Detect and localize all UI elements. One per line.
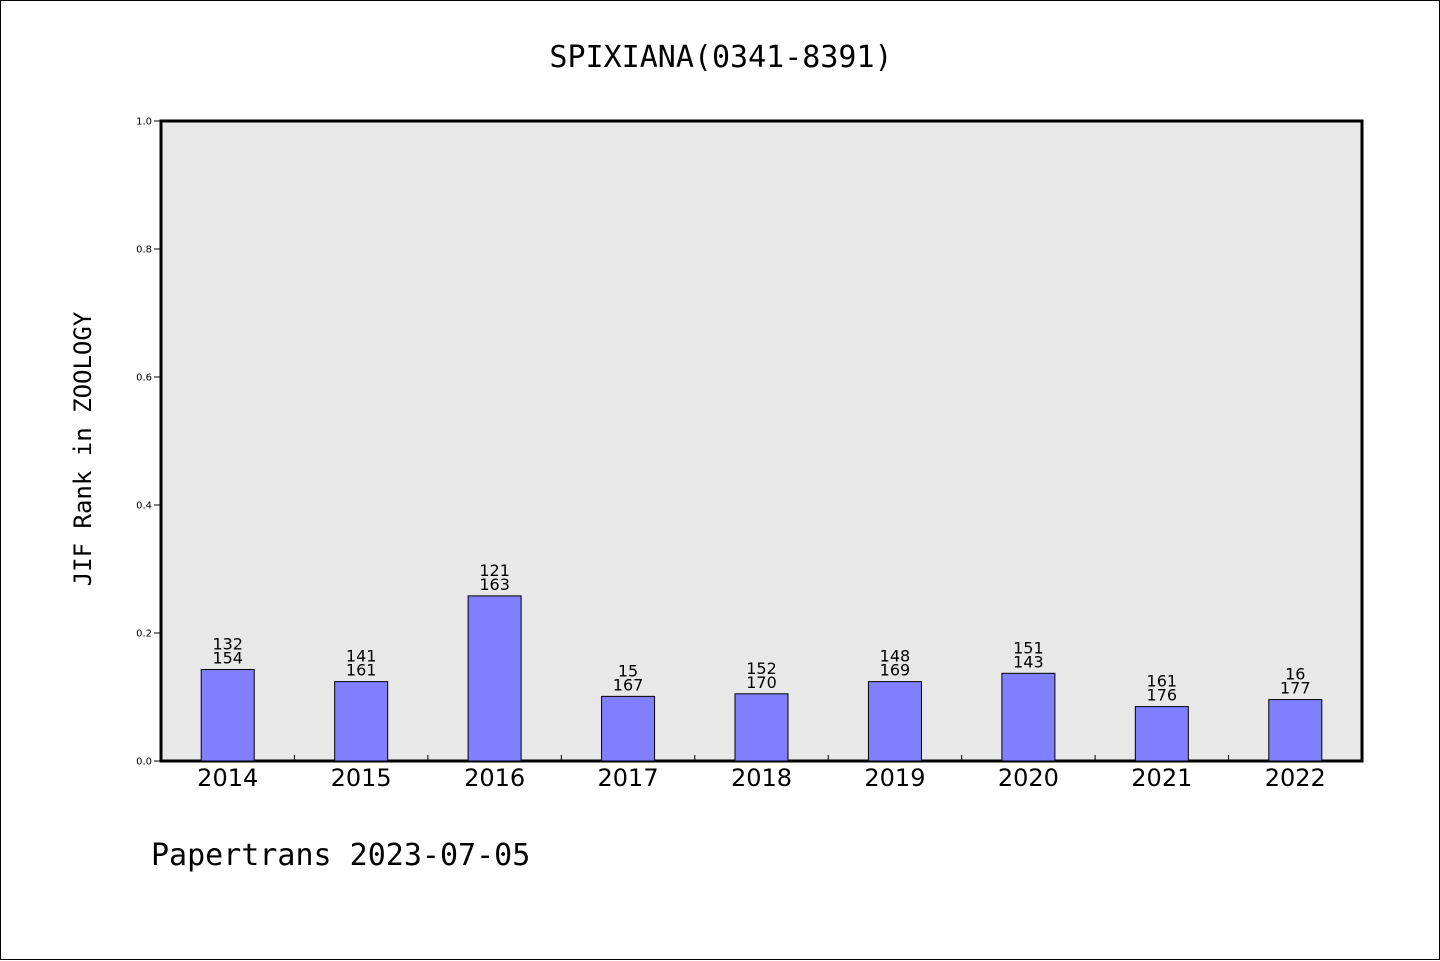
bar-label-bottom: 143 bbox=[1013, 652, 1044, 671]
y-tick-label: 1.0 bbox=[136, 117, 152, 128]
bar-label-bottom: 161 bbox=[346, 661, 377, 680]
bar-label-top: 132 bbox=[212, 634, 243, 653]
y-tick-label: 0.0 bbox=[136, 757, 152, 768]
x-tick-label: 2019 bbox=[864, 764, 925, 792]
bar bbox=[867, 681, 922, 762]
y-axis: 0.0 0.2 0.4 0.6 0.8 1.0 bbox=[136, 117, 161, 768]
x-tick-label: 2016 bbox=[464, 764, 525, 792]
chart-title: SPIXIANA(0341-8391) bbox=[549, 40, 892, 75]
bar-label-top: 148 bbox=[880, 647, 911, 666]
bar-label-top: 121 bbox=[479, 561, 510, 580]
bar-label-bottom: 176 bbox=[1147, 686, 1178, 705]
x-tick-label: 2021 bbox=[1131, 764, 1192, 792]
x-tick-label: 2015 bbox=[331, 764, 392, 792]
y-axis-label: JIF Rank in ZOOLOGY bbox=[69, 311, 97, 586]
bar-label-top: 141 bbox=[346, 647, 377, 666]
y-tick-label: 0.2 bbox=[136, 629, 152, 640]
plot-area bbox=[159, 119, 1364, 763]
y-tick-label: 0.4 bbox=[136, 501, 152, 512]
x-tick-label: 2020 bbox=[998, 764, 1059, 792]
bar-label-bottom: 170 bbox=[746, 673, 777, 692]
x-tick-label: 2017 bbox=[598, 764, 659, 792]
bar bbox=[467, 595, 522, 762]
y-tick-label: 0.8 bbox=[136, 245, 152, 256]
bar-label-top: 151 bbox=[1013, 638, 1044, 657]
bar-label-bottom: 177 bbox=[1280, 679, 1311, 698]
bar bbox=[734, 693, 789, 762]
bar bbox=[1268, 699, 1323, 762]
bar-label-bottom: 163 bbox=[479, 575, 510, 594]
bar bbox=[601, 695, 656, 762]
bar-label-top: 16 bbox=[1285, 665, 1305, 684]
y-tick-label: 0.6 bbox=[136, 373, 152, 384]
bar-label-top: 15 bbox=[618, 661, 638, 680]
x-tick-label: 2014 bbox=[197, 764, 258, 792]
bar bbox=[334, 681, 389, 762]
x-axis: 2014 2015 2016 2017 2018 2019 2020 2021 2022 bbox=[197, 755, 1326, 792]
x-tick-label: 2022 bbox=[1265, 764, 1326, 792]
bar-label-top: 152 bbox=[746, 659, 777, 678]
bar-label-bottom: 154 bbox=[212, 648, 243, 667]
x-tick-label: 2018 bbox=[731, 764, 792, 792]
bar bbox=[1001, 672, 1056, 762]
bar-label-bottom: 169 bbox=[880, 661, 911, 680]
bar bbox=[1134, 706, 1189, 762]
footer-credit: Papertrans 2023-07-05 bbox=[151, 838, 530, 873]
bar-label-top: 161 bbox=[1147, 672, 1178, 691]
bar bbox=[200, 668, 255, 762]
bar-label-bottom: 167 bbox=[613, 675, 644, 694]
